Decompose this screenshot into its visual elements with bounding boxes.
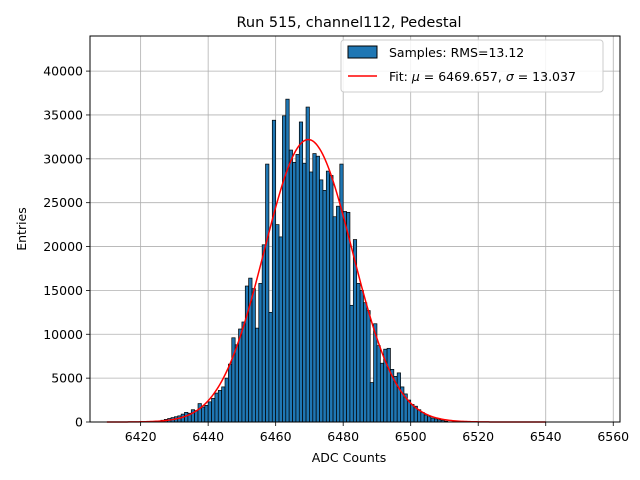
y-tick-label: 35000 (43, 107, 83, 122)
histogram-bar (197, 403, 202, 423)
histogram-bar (207, 401, 212, 423)
histogram-bar (224, 377, 229, 423)
legend-fit-prefix: Fit: (389, 69, 412, 84)
histogram-bar (255, 327, 260, 423)
histogram-bar (420, 412, 425, 423)
histogram-bar (359, 290, 364, 423)
histogram-bar (244, 285, 250, 423)
histogram-bar (325, 170, 331, 423)
legend: Samples: RMS=13.12 Fit: μ = 6469.657, σ … (340, 39, 604, 93)
y-tick-label: 20000 (43, 239, 83, 254)
histogram-bar (221, 386, 226, 423)
y-tick-label: 5000 (51, 371, 83, 386)
x-tick-label: 6540 (530, 429, 562, 444)
histogram-bar (349, 304, 354, 423)
x-tick-label: 6560 (597, 429, 629, 444)
histogram-bar (366, 310, 371, 423)
histogram-bar (261, 244, 266, 423)
histogram-bar (258, 283, 263, 423)
histogram-bar (278, 236, 283, 423)
histogram-bar (238, 328, 243, 423)
legend-fit-sigma-value: = 13.037 (514, 69, 576, 84)
histogram-bar (319, 179, 324, 423)
histogram-bar (211, 397, 216, 423)
histogram-bar (298, 121, 304, 423)
legend-fit-mu-value: = 6469.657, (420, 69, 506, 84)
histogram-bar (271, 119, 277, 423)
histogram-bar (342, 211, 347, 423)
histogram-bar (305, 106, 310, 423)
histogram-bar (241, 321, 246, 423)
histogram-bar (369, 382, 374, 423)
histogram-bar (201, 406, 206, 423)
legend-samples-swatch (347, 45, 378, 59)
histogram-bar (295, 154, 300, 423)
histogram-bar (217, 390, 223, 423)
histogram-bar (251, 288, 256, 423)
histogram-bar (312, 153, 317, 423)
histogram-bar (234, 344, 239, 423)
histogram-bar (282, 115, 287, 423)
histogram-bar (315, 155, 320, 423)
histogram-bar (228, 363, 233, 423)
x-axis-label: ADC Counts (312, 450, 387, 465)
histogram-bar (427, 416, 432, 423)
legend-fit-label: Fit: μ = 6469.657, σ = 13.037 (389, 69, 576, 84)
legend-samples-label: Samples: RMS=13.12 (389, 45, 524, 60)
histogram-bar (332, 216, 337, 423)
histogram-bar (386, 347, 391, 423)
histogram-bar (292, 161, 297, 423)
x-tick-label: 6520 (462, 429, 494, 444)
histogram-bar (288, 149, 293, 423)
histogram-bar (376, 345, 381, 423)
y-tick-label: 30000 (43, 151, 83, 166)
histogram-bar (363, 302, 368, 423)
y-tick-label: 0 (75, 415, 83, 430)
histogram-bar (309, 171, 314, 423)
histogram-bar (275, 224, 280, 423)
chart-title: Run 515, channel112, Pedestal (236, 15, 461, 31)
axis-ticks: 6420 6440 6460 6480 6500 6520 6540 6560 0 5000 100… (43, 64, 629, 444)
histogram-bar (379, 362, 385, 423)
y-tick-label: 25000 (43, 195, 83, 210)
histogram-bar (410, 404, 415, 423)
y-tick-label: 15000 (43, 283, 83, 298)
histogram-bar (336, 205, 341, 423)
histogram-bar (214, 392, 219, 423)
histogram-bar (268, 311, 273, 423)
x-tick-label: 6420 (125, 429, 157, 444)
histogram-bar (302, 162, 307, 423)
histogram-bar (322, 190, 327, 423)
histogram-bar (204, 404, 209, 423)
x-tick-label: 6480 (327, 429, 359, 444)
histogram-bar (423, 414, 428, 423)
legend-fit-sigma-symbol: σ (506, 69, 515, 84)
histogram-bar (356, 283, 361, 423)
x-tick-label: 6500 (395, 429, 427, 444)
y-axis-label: Entries (14, 207, 29, 251)
y-tick-label: 10000 (43, 327, 83, 342)
histogram-bar (285, 98, 290, 423)
x-tick-label: 6460 (260, 429, 292, 444)
histogram-bar (430, 417, 435, 423)
legend-box (340, 39, 604, 93)
y-tick-label: 40000 (43, 64, 83, 79)
legend-fit-mu-symbol: μ (411, 69, 420, 84)
histogram-bar (396, 372, 401, 423)
histogram-bar (346, 211, 351, 423)
histogram-bar (265, 163, 270, 423)
plot-frame (89, 35, 621, 423)
histogram-bar (329, 175, 334, 423)
x-tick-label: 6440 (192, 429, 224, 444)
